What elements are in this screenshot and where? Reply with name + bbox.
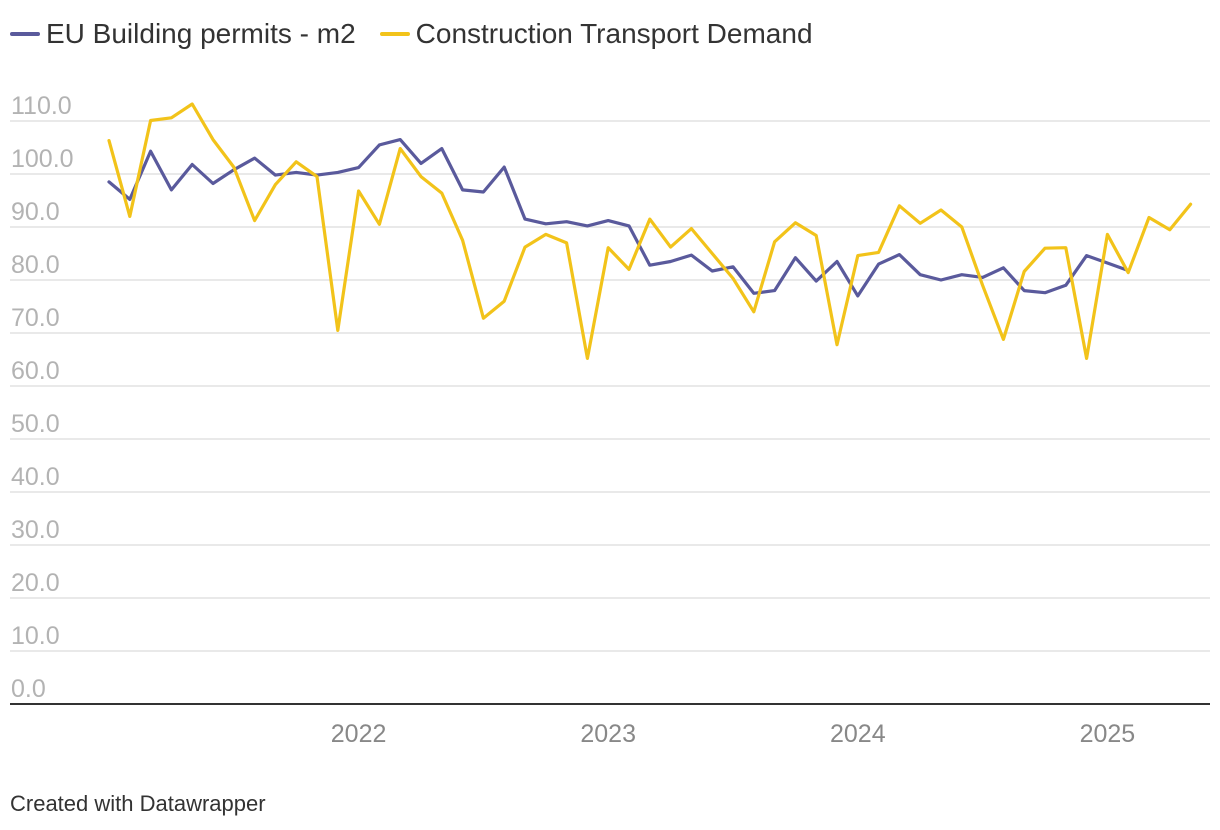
legend-item-building-permits[interactable]: EU Building permits - m2: [10, 18, 356, 50]
x-tick-label: 2025: [1080, 720, 1136, 748]
y-tick-label: 20.0: [11, 569, 60, 597]
legend-swatch-transport-demand: [379, 32, 410, 36]
line-chart: 0.0 10.0 20.0 30.0 40.0 50.0 60.0 70.0 80.0 90.0 1…: [10, 92, 1210, 748]
footer-credit: Created with Datawrapper: [10, 791, 266, 816]
series-line-transport-demand[interactable]: [107, 102, 1193, 360]
x-tick-label: 2024: [830, 720, 886, 748]
series-line-building-permits[interactable]: [107, 138, 1130, 298]
legend-swatch-building-permits: [10, 32, 40, 36]
x-tick-label: 2023: [580, 720, 636, 748]
y-tick-label: 70.0: [11, 304, 60, 332]
x-tick-label: 2022: [331, 720, 387, 748]
y-tick-label: 40.0: [11, 463, 60, 491]
y-tick-label: 60.0: [11, 357, 60, 385]
y-tick-label: 10.0: [11, 622, 60, 650]
y-tick-label: 50.0: [11, 410, 60, 438]
legend-label-transport-demand: Construction Transport Demand: [415, 18, 813, 49]
y-tick-label: 0.0: [11, 675, 46, 703]
legend-item-transport-demand[interactable]: Construction Transport Demand: [379, 18, 813, 50]
y-tick-label: 100.0: [11, 145, 74, 173]
chart-legend: EU Building permits - m2 Construction Tr…: [10, 18, 813, 50]
y-tick-label: 30.0: [11, 516, 60, 544]
legend-label-building-permits: EU Building permits - m2: [46, 18, 356, 49]
y-tick-label: 80.0: [11, 251, 60, 279]
y-tick-label: 90.0: [11, 198, 60, 226]
y-tick-label: 110.0: [11, 92, 72, 120]
